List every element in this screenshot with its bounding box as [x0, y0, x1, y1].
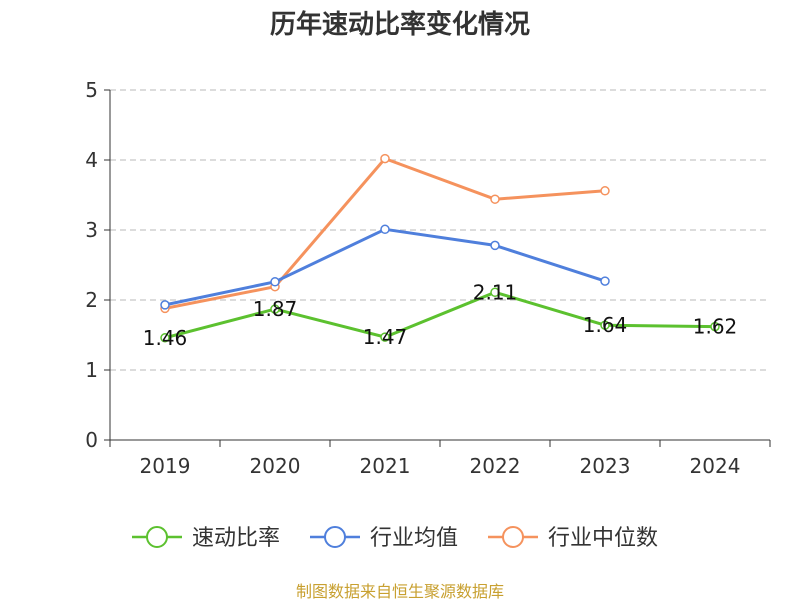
data-point — [380, 224, 390, 235]
legend-marker — [146, 526, 168, 548]
series-line — [164, 290, 716, 340]
legend: 速动比率 行业均值 行业中位数 — [132, 526, 658, 551]
data-point — [160, 333, 170, 343]
legend-label: 行业均值 — [370, 526, 458, 551]
y-tick-label: 4 — [85, 148, 98, 172]
data-point — [490, 194, 500, 204]
data-point — [490, 240, 500, 251]
data-point — [600, 320, 610, 330]
series-0 — [160, 287, 720, 343]
legend-item: 速动比率 — [132, 526, 280, 551]
data-point — [380, 332, 390, 342]
data-point — [600, 186, 610, 196]
data-label: 2.11 — [473, 280, 518, 304]
legend-item: 行业均值 — [310, 526, 458, 551]
series-line — [164, 227, 606, 307]
data-label: 1.46 — [143, 326, 188, 350]
y-tick-label: 2 — [85, 288, 98, 312]
source-note: 制图数据来自恒生聚源数据库 — [296, 582, 504, 600]
x-tick-label: 2023 — [580, 454, 631, 478]
x-tick-label: 2021 — [360, 454, 411, 478]
data-label: 1.64 — [583, 313, 628, 337]
axes: 0 1 2 3 4 5 2019 2020 2021 2022 2023 2024 — [85, 78, 771, 478]
legend-item: 行业中位数 — [488, 526, 658, 551]
y-tick-label: 5 — [85, 78, 98, 102]
data-point — [270, 277, 280, 287]
y-tick-label: 0 — [85, 428, 98, 452]
y-tick-label: 3 — [85, 218, 98, 242]
series-1 — [160, 224, 610, 310]
data-point — [490, 287, 500, 298]
data-point — [270, 304, 280, 314]
data-point — [710, 321, 720, 332]
legend-label: 行业中位数 — [548, 526, 658, 551]
data-point — [380, 153, 390, 164]
data-label: 1.47 — [363, 325, 408, 349]
x-tick-label: 2020 — [250, 454, 301, 478]
data-point — [160, 300, 170, 310]
data-labels: 1.46 1.87 1.47 2.11 1.64 1.62 — [143, 280, 738, 350]
data-label: 1.62 — [693, 315, 738, 339]
x-tick-label: 2019 — [140, 454, 191, 478]
y-tick-label: 1 — [85, 358, 98, 382]
chart-title: 历年速动比率变化情况 — [270, 9, 530, 40]
x-tick-label: 2024 — [690, 454, 741, 478]
series — [160, 153, 720, 343]
legend-marker — [324, 526, 346, 548]
legend-marker — [502, 526, 524, 548]
x-tick-label: 2022 — [470, 454, 521, 478]
data-point — [600, 276, 610, 286]
legend-label: 速动比率 — [192, 526, 280, 551]
grid — [110, 89, 770, 371]
data-label: 1.87 — [253, 297, 298, 321]
